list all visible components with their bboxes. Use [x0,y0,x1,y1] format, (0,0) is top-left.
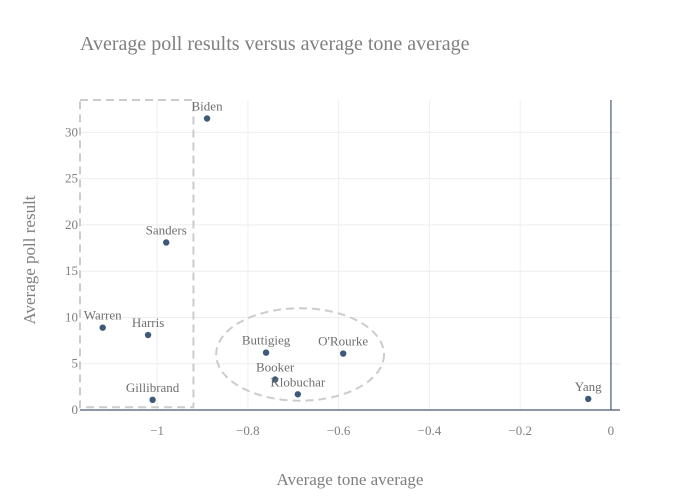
axis-layer: 0 5 10 15 20 25 30 −1 −0.8 −0.6 −0.4 −0.2 0 [65,100,620,438]
y-axis-title: Average poll result [20,195,39,324]
data-point [585,395,592,403]
point-label: Biden [192,99,224,114]
point-label: Harris [132,315,165,330]
points-layer: Biden Sanders Warren Harris Gillibrand Buttig… [84,99,602,404]
data-point [99,324,106,331]
point-label: Warren [84,308,122,323]
x-tick-label: −0.8 [236,423,260,438]
y-tick-label: 5 [72,356,79,371]
dashed-ellipse-annotation [215,307,386,402]
annotation-layer [79,99,386,409]
data-point [163,239,170,246]
chart-title: Average poll results versus average tone… [80,33,470,55]
x-axis-title: Average tone average [277,470,424,489]
data-point [149,396,156,404]
y-tick-label: 10 [65,309,78,324]
data-point [339,350,347,357]
point-label: Klobuchar [270,374,326,389]
y-tick-label: 0 [72,402,79,417]
point-label: Gillibrand [126,380,180,395]
data-point [294,391,302,398]
y-tick-label: 15 [65,263,78,278]
y-tick-label: 25 [65,171,78,186]
grid-layer [80,100,620,410]
x-tick-label: 0 [608,423,615,438]
point-label: Booker [256,359,295,374]
y-tick-label: 30 [65,124,78,139]
x-tick-label: −0.2 [508,423,532,438]
point-label: O'Rourke [318,334,368,349]
x-tick-label: −0.4 [418,423,442,438]
x-tick-label: −0.6 [327,423,351,438]
point-label: Yang [575,379,602,394]
point-label: Buttigieg [242,333,291,348]
data-point [262,349,270,356]
dashed-rect-annotation [79,99,195,409]
point-label: Sanders [146,223,187,238]
data-point [144,331,152,339]
data-point [271,376,279,383]
x-tick-label: −1 [150,423,164,438]
y-tick-label: 20 [65,217,78,232]
data-point [203,115,211,122]
